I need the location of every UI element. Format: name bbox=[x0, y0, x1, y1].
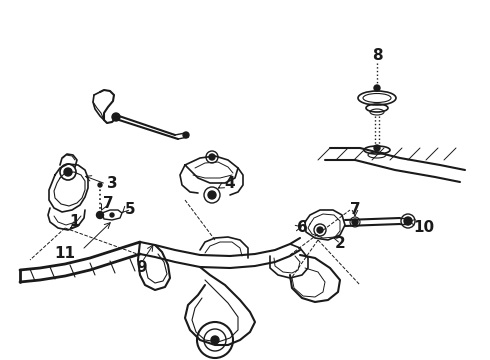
Circle shape bbox=[374, 85, 380, 91]
Text: 1: 1 bbox=[70, 215, 80, 230]
Text: 4: 4 bbox=[225, 175, 235, 190]
Circle shape bbox=[352, 219, 358, 225]
Text: 10: 10 bbox=[413, 220, 434, 235]
Text: 5: 5 bbox=[124, 202, 135, 217]
Circle shape bbox=[317, 227, 323, 233]
Circle shape bbox=[112, 113, 120, 121]
Circle shape bbox=[97, 211, 103, 219]
Circle shape bbox=[98, 183, 102, 187]
Text: 6: 6 bbox=[297, 220, 308, 235]
Circle shape bbox=[110, 213, 114, 217]
Text: 7: 7 bbox=[103, 195, 113, 211]
Text: 11: 11 bbox=[54, 246, 75, 261]
Text: 3: 3 bbox=[107, 175, 117, 190]
Circle shape bbox=[211, 336, 219, 344]
Circle shape bbox=[374, 145, 380, 151]
Text: 7: 7 bbox=[350, 202, 360, 217]
Circle shape bbox=[64, 168, 72, 176]
Circle shape bbox=[404, 217, 412, 225]
Text: 8: 8 bbox=[372, 48, 382, 63]
Circle shape bbox=[208, 191, 216, 199]
Circle shape bbox=[209, 154, 215, 160]
Text: 2: 2 bbox=[335, 235, 345, 251]
Text: 9: 9 bbox=[137, 261, 147, 275]
Circle shape bbox=[183, 132, 189, 138]
